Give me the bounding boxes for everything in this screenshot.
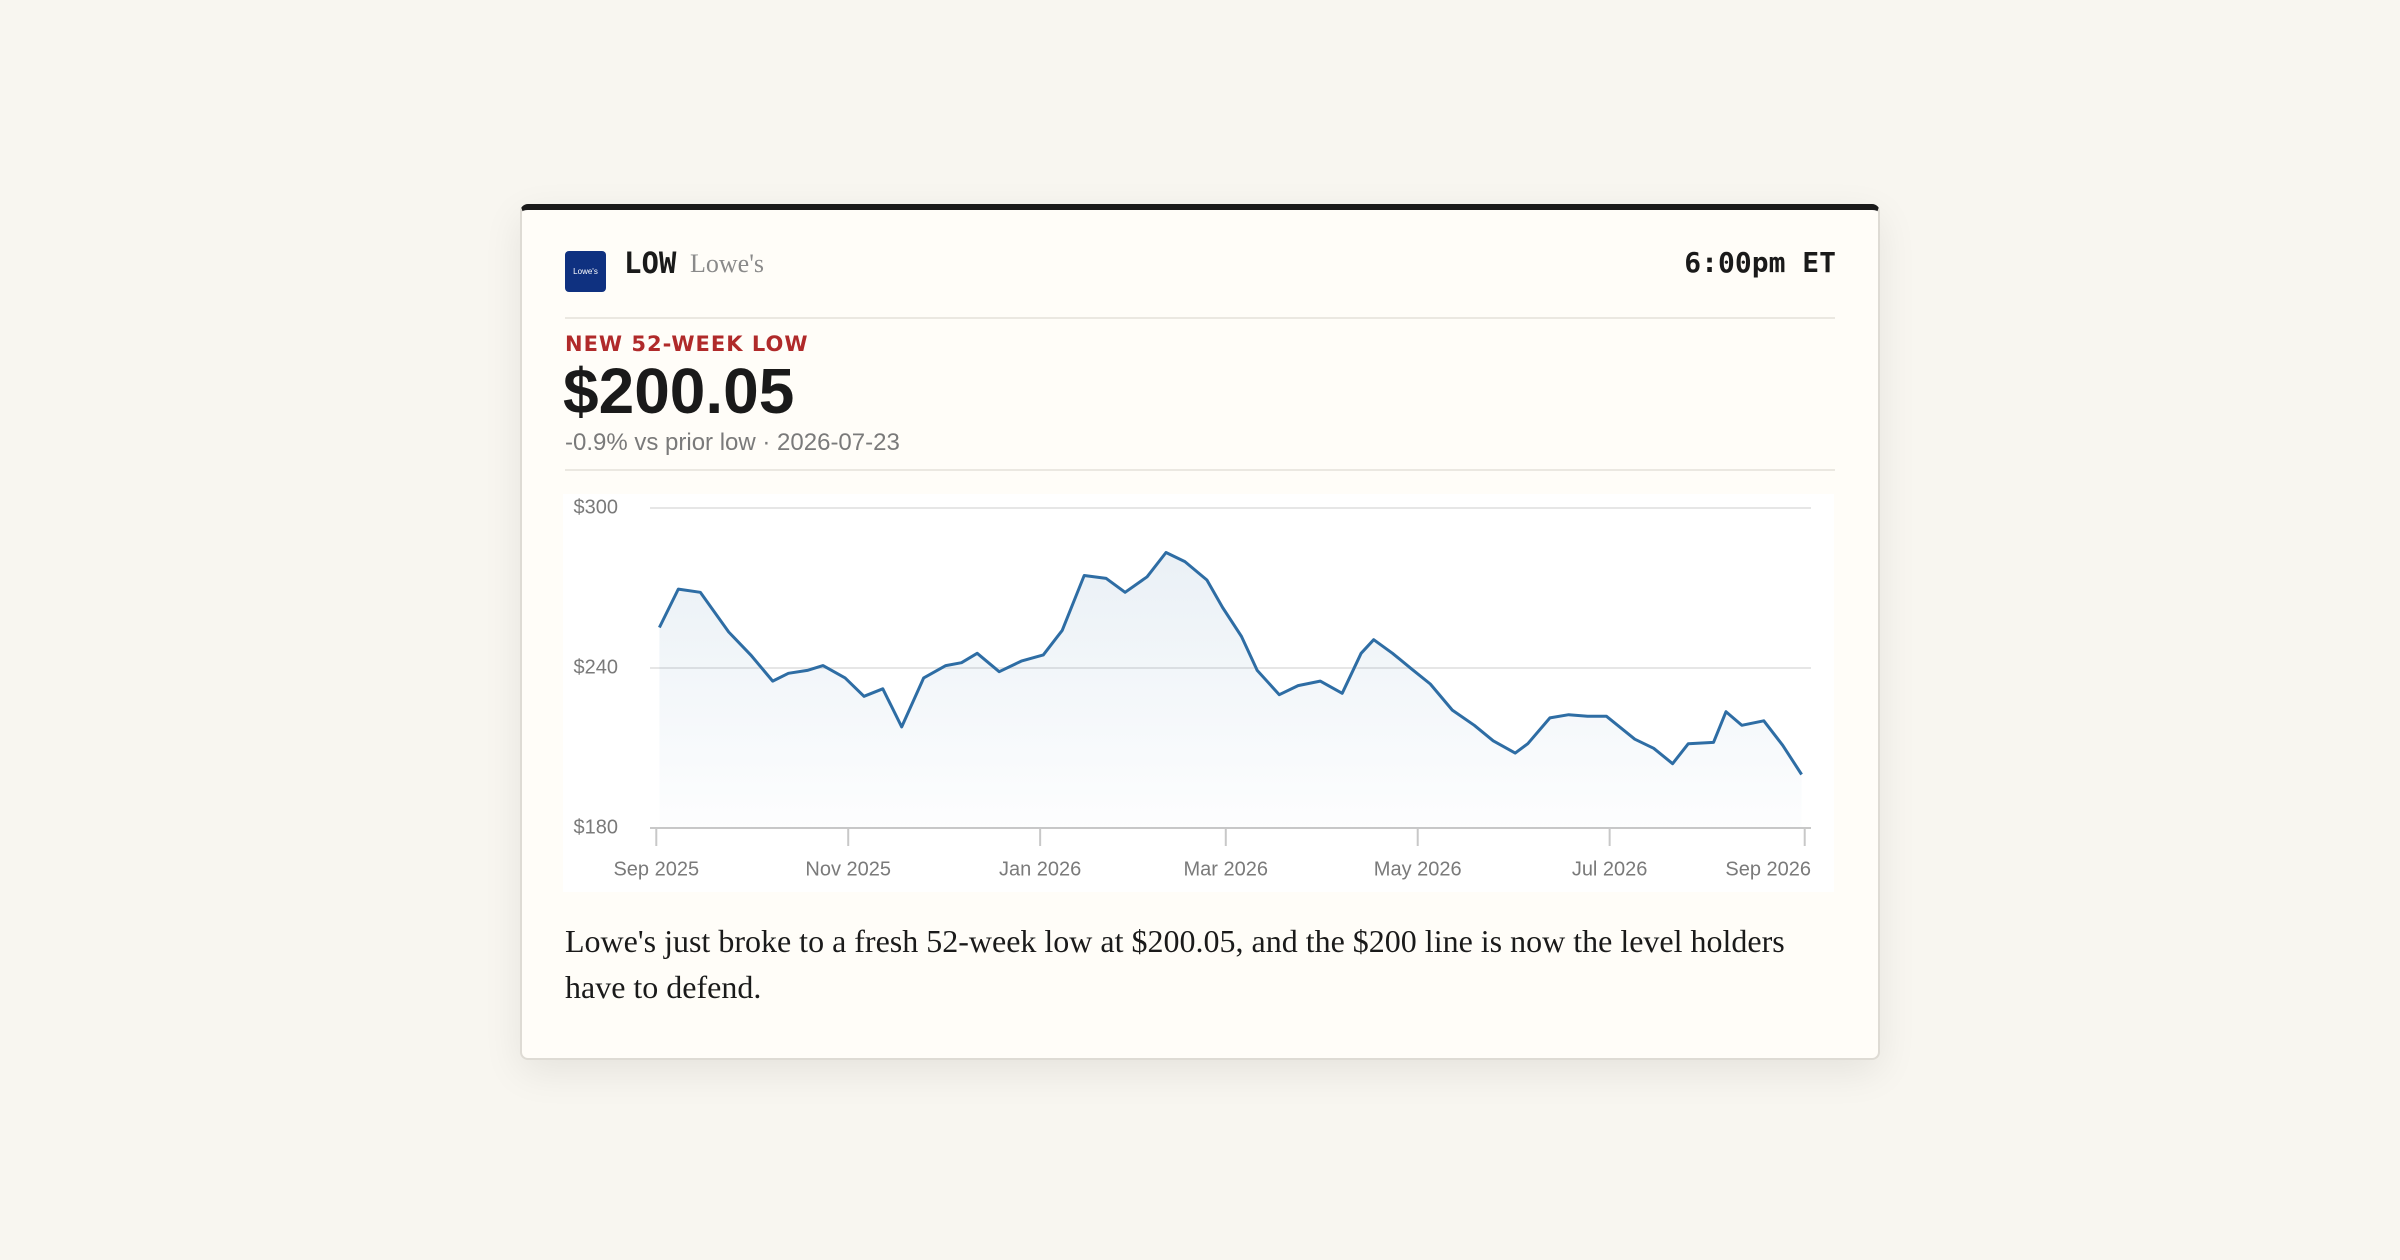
change: -0.9% vs prior low · 2026-07-23 — [565, 429, 900, 456]
x-tick-label: May 2026 — [1374, 858, 1462, 880]
y-tick-label: $180 — [574, 816, 619, 838]
x-tick-label: Sep 2025 — [613, 858, 699, 880]
y-tick-label: $300 — [574, 496, 619, 518]
alert-label: NEW 52-WEEK LOW — [565, 332, 809, 356]
area — [659, 552, 1802, 828]
caption: Lowe's just broke to a fresh 52-week low… — [565, 923, 1785, 1005]
divider — [565, 317, 1835, 319]
x-tick-label: Nov 2025 — [805, 858, 891, 880]
x-tick-label: Jul 2026 — [1572, 858, 1648, 880]
price: $200.05 — [563, 355, 795, 427]
price-line — [658, 551, 1803, 776]
ticker: LOW — [624, 246, 677, 280]
divider — [565, 469, 1835, 471]
logo: Lowe's — [565, 251, 606, 292]
x-tick-label: Jan 2026 — [999, 858, 1081, 880]
x-tick-label: Mar 2026 — [1184, 858, 1269, 880]
time: 6:00pm ET — [1684, 246, 1836, 279]
company-name: Lowe's — [690, 249, 765, 278]
x-tick-label: Sep 2026 — [1725, 858, 1811, 880]
y-tick-label: $240 — [574, 656, 619, 678]
chart: $180 $240 $300 Sep 2025 Nov 2025 Jan 2026 Mar … — [563, 494, 1834, 892]
